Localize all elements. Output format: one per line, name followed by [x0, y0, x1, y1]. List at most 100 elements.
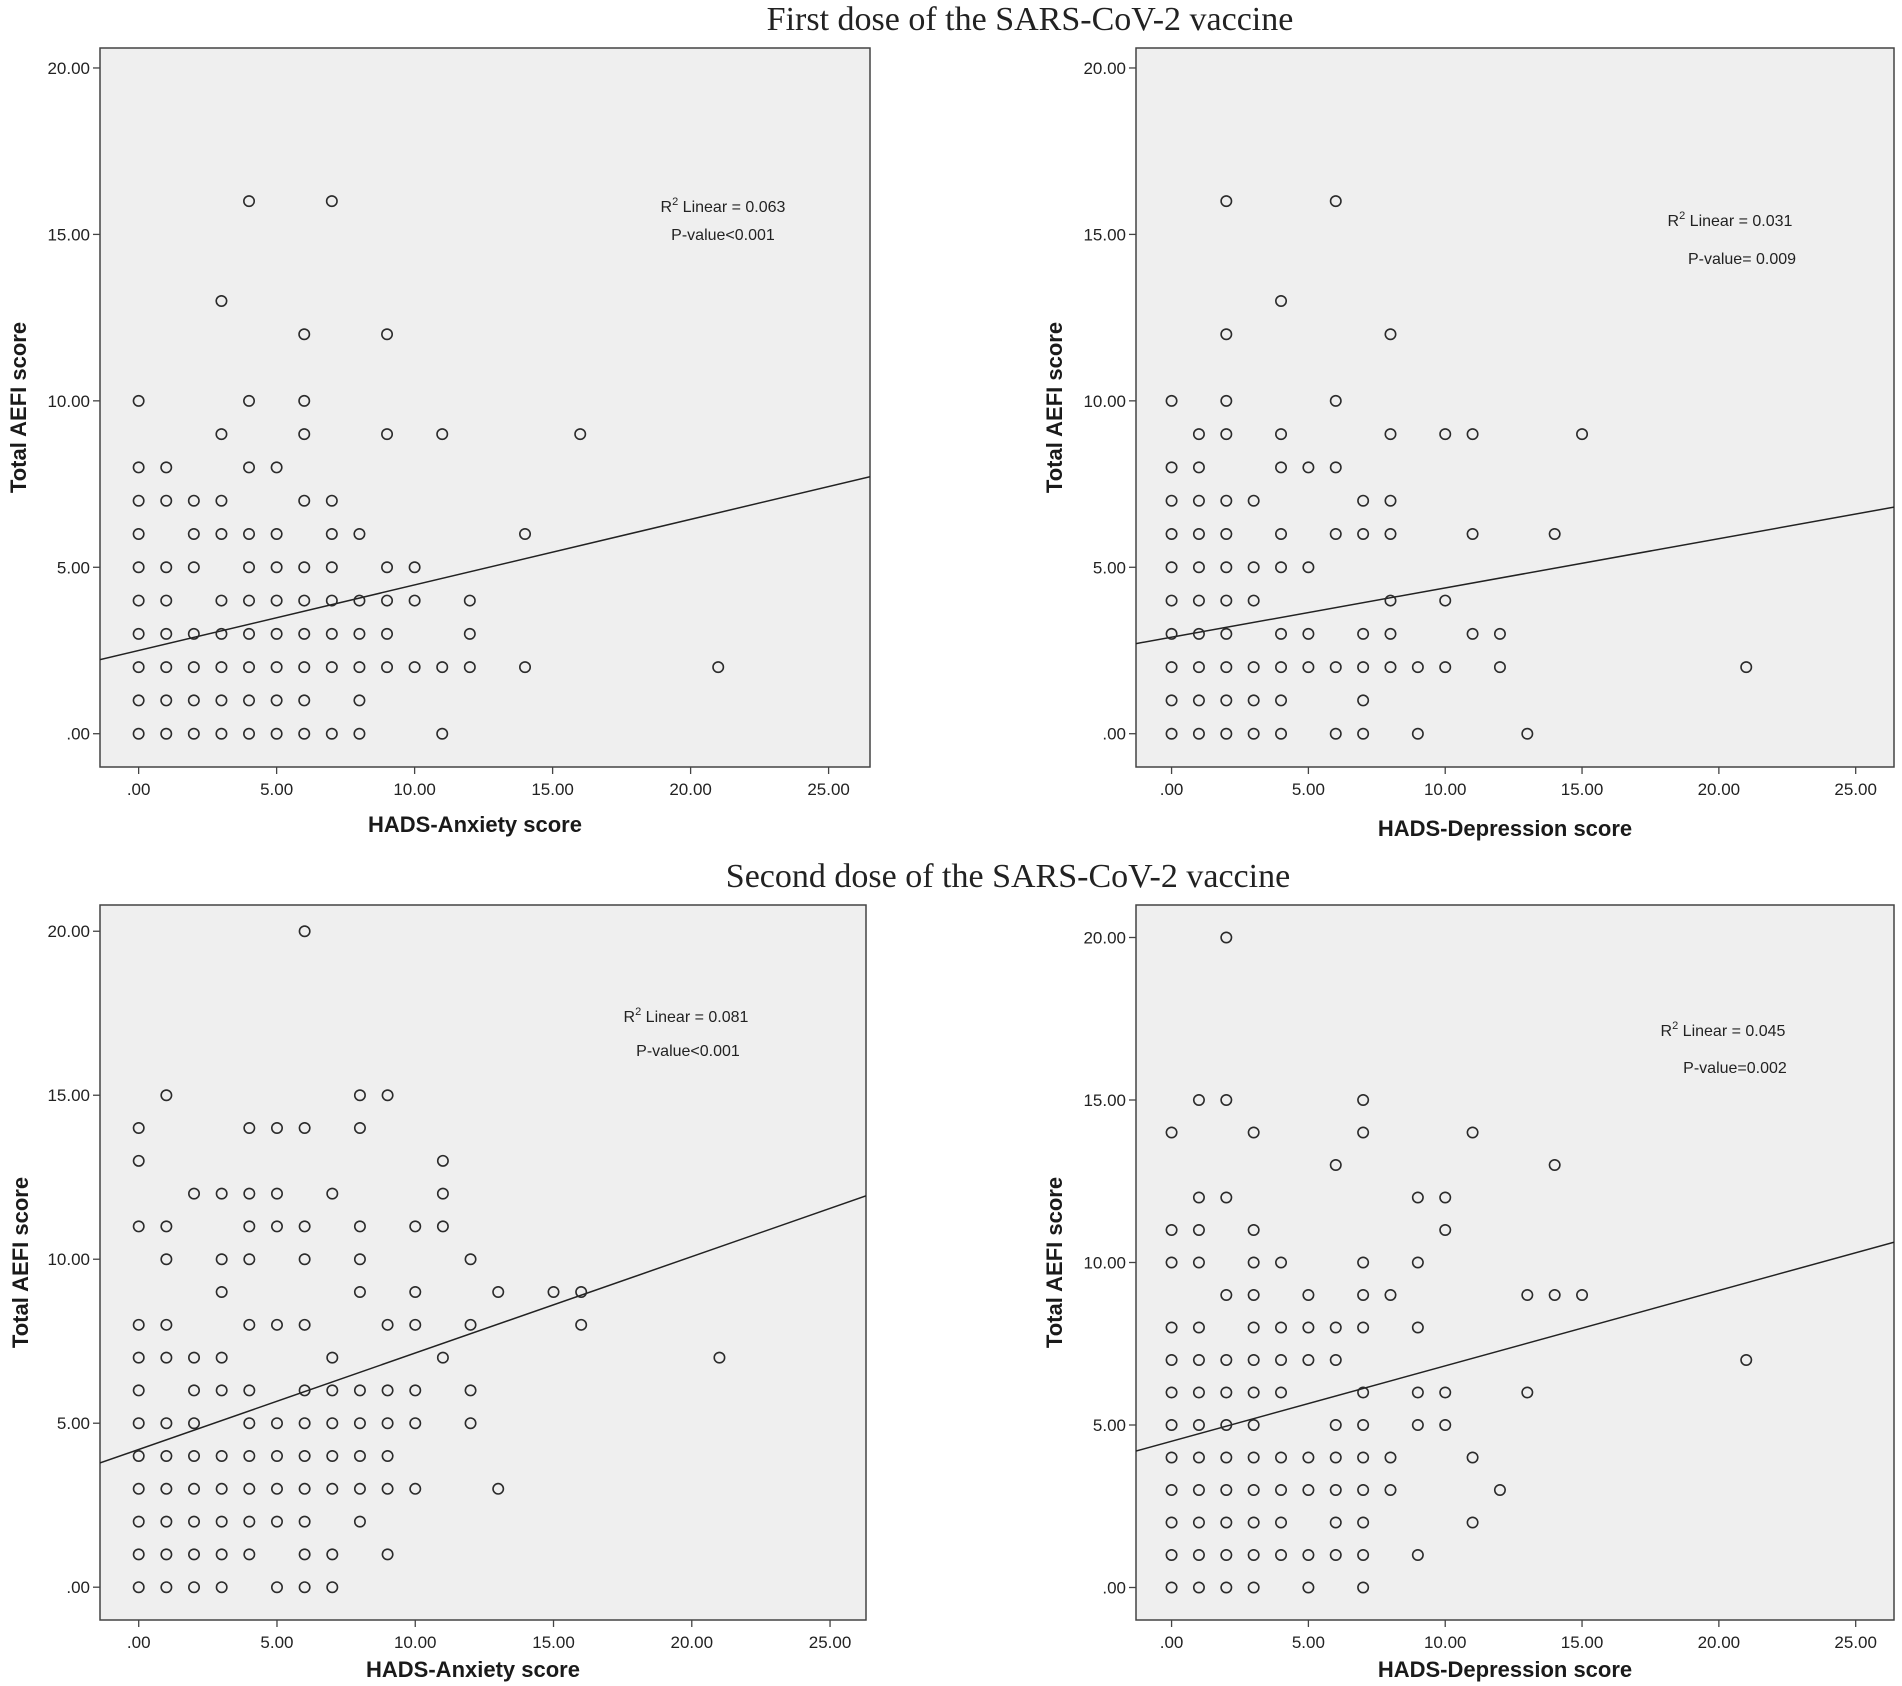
- data-point: [1357, 1419, 1370, 1432]
- data-point: [1329, 1159, 1342, 1172]
- x-tick-label: 20.00: [1698, 1633, 1741, 1652]
- data-point: [1165, 1256, 1178, 1269]
- y-tick-label: 20.00: [47, 922, 90, 941]
- data-point: [463, 661, 476, 674]
- data-point: [188, 1515, 201, 1528]
- data-point: [1357, 1289, 1370, 1302]
- y-tick-label: 10.00: [47, 392, 90, 411]
- data-point: [1357, 627, 1370, 640]
- data-point: [188, 1351, 201, 1364]
- data-point: [1329, 1549, 1342, 1562]
- data-point: [215, 727, 228, 740]
- data-point: [1521, 1289, 1534, 1302]
- data-point: [1384, 1484, 1397, 1497]
- data-point: [298, 1318, 311, 1331]
- data-point: [1302, 1321, 1315, 1334]
- data-point: [325, 527, 338, 540]
- data-point: [1165, 527, 1178, 540]
- data-point: [187, 627, 200, 640]
- data-point: [1192, 627, 1205, 640]
- data-point: [1220, 1386, 1233, 1399]
- data-point: [1411, 1419, 1424, 1432]
- data-point: [270, 661, 283, 674]
- data-point: [215, 661, 228, 674]
- data-point: [1357, 727, 1370, 740]
- data-point: [243, 195, 256, 208]
- data-point: [243, 527, 256, 540]
- data-point: [353, 1482, 366, 1495]
- data-point: [298, 1482, 311, 1495]
- data-point: [132, 494, 145, 507]
- data-point: [215, 294, 228, 307]
- y-tick-label: 10.00: [1083, 1254, 1126, 1273]
- data-point: [1247, 1484, 1260, 1497]
- data-point: [547, 1286, 560, 1299]
- data-point: [298, 694, 311, 707]
- data-point: [1192, 727, 1205, 740]
- data-point: [1192, 1224, 1205, 1237]
- y-tick-label: 5.00: [57, 1414, 90, 1433]
- x-tick-label: .00: [127, 780, 151, 799]
- r2-annotation: R2 Linear = 0.031: [1668, 210, 1793, 230]
- data-point: [215, 1515, 228, 1528]
- data-point: [160, 494, 173, 507]
- data-point: [215, 1581, 228, 1594]
- data-point: [270, 527, 283, 540]
- data-point: [1192, 1321, 1205, 1334]
- fit-line: [100, 475, 870, 661]
- data-point: [1275, 627, 1288, 640]
- scatter-panel-second-anxiety: .00 5.00 10.00 15.00 20.00 .00 5.00 10.00 15.00 2…: [8, 904, 867, 1682]
- data-point: [1247, 561, 1260, 574]
- data-point: [298, 1253, 311, 1266]
- data-point: [1192, 1354, 1205, 1367]
- data-point: [298, 428, 311, 441]
- data-point: [464, 1253, 477, 1266]
- data-point: [188, 1384, 201, 1397]
- x-tick-label: 5.00: [260, 1633, 293, 1652]
- data-point: [1275, 428, 1288, 441]
- data-point: [1329, 1451, 1342, 1464]
- data-point: [160, 1548, 173, 1561]
- data-point: [353, 1417, 366, 1430]
- data-point: [436, 1220, 449, 1233]
- x-tick-label: .00: [1160, 1633, 1184, 1652]
- data-point: [436, 1154, 449, 1167]
- data-point: [188, 1450, 201, 1463]
- data-point: [408, 594, 421, 607]
- data-point: [132, 527, 145, 540]
- data-point: [1247, 1451, 1260, 1464]
- data-point: [1384, 661, 1397, 674]
- data-point: [1357, 527, 1370, 540]
- data-point: [325, 661, 338, 674]
- data-point: [1247, 494, 1260, 507]
- data-point: [132, 1122, 145, 1135]
- data-point: [436, 1351, 449, 1364]
- data-point: [1275, 294, 1288, 307]
- scatter-panel-first-anxiety: .00 5.00 10.00 15.00 20.00 .00 5.00 10.00 15.00 2…: [6, 47, 871, 837]
- data-point: [1220, 527, 1233, 540]
- data-point: [1439, 1224, 1452, 1237]
- p-value-annotation: P-value<0.001: [636, 1043, 740, 1060]
- data-point: [1302, 1549, 1315, 1562]
- data-point: [1357, 1484, 1370, 1497]
- data-point: [298, 627, 311, 640]
- y-tick-label: 20.00: [1083, 929, 1126, 948]
- y-tick-label: .00: [1102, 725, 1126, 744]
- data-point: [1220, 727, 1233, 740]
- data-point: [1165, 1419, 1178, 1432]
- data-point: [1275, 1451, 1288, 1464]
- data-point: [381, 1089, 394, 1102]
- data-point: [1576, 428, 1589, 441]
- data-point: [215, 1384, 228, 1397]
- p-value-annotation: P-value<0.001: [671, 227, 775, 244]
- data-point: [215, 627, 228, 640]
- data-point: [1411, 1549, 1424, 1562]
- x-tick-label: 5.00: [260, 780, 293, 799]
- data-point: [409, 1482, 422, 1495]
- data-point: [325, 494, 338, 507]
- x-tick-label: 5.00: [1292, 1633, 1325, 1652]
- data-point: [188, 1417, 201, 1430]
- data-point: [1302, 1581, 1315, 1594]
- data-point: [1411, 1321, 1424, 1334]
- data-point: [1384, 627, 1397, 640]
